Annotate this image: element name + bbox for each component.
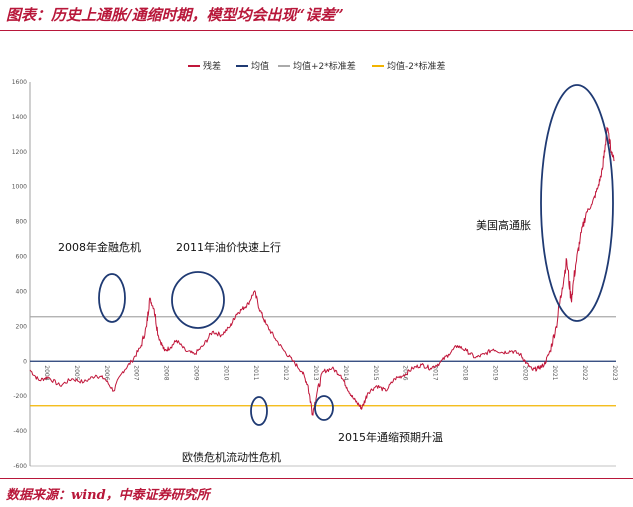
x-tick-label: 2023 — [611, 365, 618, 380]
source-rule — [0, 478, 633, 479]
x-tick-label: 2004 — [43, 365, 50, 380]
residual-series-line — [29, 126, 615, 416]
x-tick-label: 2013 — [312, 365, 319, 380]
y-tick-label: 400 — [16, 288, 28, 295]
y-tick-label: -200 — [13, 393, 27, 400]
source-note: 数据来源：wind，中泰证券研究所 — [6, 488, 210, 503]
x-tick-label: 2020 — [521, 365, 528, 380]
y-tick-label: 200 — [16, 323, 28, 330]
x-tick-label: 2016 — [402, 365, 409, 380]
y-tick-label: 1600 — [12, 79, 27, 86]
x-tick-label: 2021 — [551, 365, 558, 380]
legend-mean-label: 均值 — [251, 60, 269, 72]
y-tick-label: 1200 — [12, 149, 27, 156]
y-tick-label: -600 — [13, 463, 27, 470]
x-tick-label: 2005 — [73, 365, 80, 380]
annotation-label: 2015年通缩预期升温 — [338, 430, 443, 444]
y-tick-label: 800 — [16, 219, 28, 226]
x-tick-label: 2014 — [342, 365, 349, 380]
y-tick-label: 600 — [16, 254, 28, 261]
x-tick-label: 2010 — [222, 365, 229, 380]
x-tick-label: 2018 — [462, 365, 469, 380]
y-tick-label: 1000 — [12, 184, 27, 191]
y-tick-label: -400 — [13, 428, 27, 435]
x-tick-label: 2007 — [133, 365, 140, 380]
x-tick-label: 2011 — [252, 365, 259, 380]
legend-upper-band-label: 均值+2*标准差 — [293, 60, 356, 72]
annotation-label: 欧债危机流动性危机 — [182, 450, 281, 464]
y-tick-label: 1400 — [12, 114, 27, 121]
circle-2011 — [171, 271, 225, 329]
legend-lower-band-label: 均值-2*标准差 — [387, 60, 445, 72]
x-tick-label: 2019 — [491, 365, 498, 380]
chart-title: 图表：历史上通胀/通缩时期，模型均会出现“误差” — [6, 6, 344, 24]
circle-2008 — [98, 273, 126, 323]
annotation-label: 美国高通胀 — [476, 218, 531, 232]
circle-2013 — [250, 396, 268, 426]
x-tick-label: 2017 — [432, 365, 439, 380]
annotation-label: 2008年金融危机 — [58, 240, 141, 254]
y-tick-label: 0 — [23, 358, 27, 365]
x-tick-label: 2012 — [282, 365, 289, 380]
circle-inflation — [540, 84, 614, 322]
legend-residual-label: 残差 — [203, 60, 221, 72]
x-tick-label: 2015 — [372, 365, 379, 380]
x-tick-label: 2006 — [103, 365, 110, 380]
x-tick-label: 2008 — [163, 365, 170, 380]
circle-2015 — [314, 395, 334, 421]
x-tick-label: 2022 — [581, 365, 588, 380]
x-tick-label: 2009 — [192, 365, 199, 380]
annotation-label: 2011年油价快速上行 — [176, 240, 281, 254]
title-rule — [0, 30, 633, 31]
